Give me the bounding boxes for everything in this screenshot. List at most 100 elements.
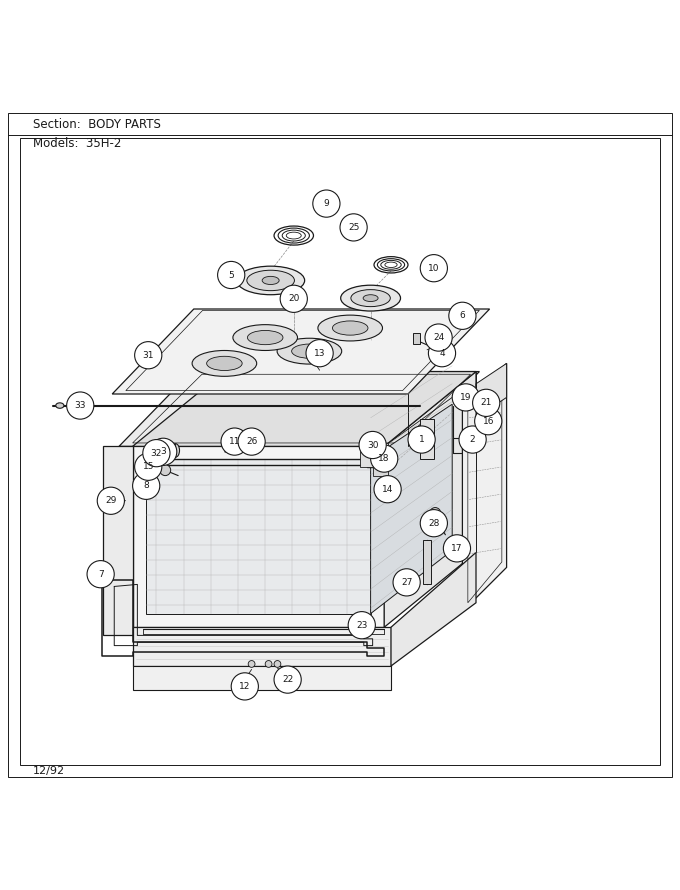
Text: 29: 29 xyxy=(105,497,116,506)
Polygon shape xyxy=(476,363,507,417)
Polygon shape xyxy=(146,458,371,613)
Circle shape xyxy=(274,660,281,668)
Polygon shape xyxy=(133,371,476,447)
Polygon shape xyxy=(119,371,479,447)
Circle shape xyxy=(150,438,177,465)
Circle shape xyxy=(313,190,340,217)
Text: Section:  BODY PARTS: Section: BODY PARTS xyxy=(33,117,160,131)
Bar xyxy=(373,443,388,475)
Ellipse shape xyxy=(233,325,298,351)
Text: 9: 9 xyxy=(324,199,329,208)
Circle shape xyxy=(359,432,386,458)
Circle shape xyxy=(449,303,476,329)
Circle shape xyxy=(135,453,162,481)
Text: 2: 2 xyxy=(470,435,475,444)
Circle shape xyxy=(374,475,401,503)
Ellipse shape xyxy=(351,289,390,307)
Circle shape xyxy=(348,611,375,639)
Ellipse shape xyxy=(248,330,283,344)
Text: 12/92: 12/92 xyxy=(33,766,65,776)
Circle shape xyxy=(430,507,441,519)
Circle shape xyxy=(87,561,114,587)
Ellipse shape xyxy=(247,271,294,291)
Text: 23: 23 xyxy=(356,620,367,630)
Text: 10: 10 xyxy=(428,263,439,272)
Text: 28: 28 xyxy=(428,519,439,528)
Text: 31: 31 xyxy=(143,351,154,360)
Text: 22: 22 xyxy=(282,676,293,684)
Circle shape xyxy=(160,465,171,475)
Circle shape xyxy=(231,673,258,700)
Polygon shape xyxy=(371,404,452,613)
Circle shape xyxy=(371,445,398,473)
Text: 5: 5 xyxy=(228,271,234,279)
Text: 33: 33 xyxy=(75,401,86,410)
Text: 26: 26 xyxy=(246,437,257,446)
Text: 18: 18 xyxy=(379,454,390,463)
Text: 20: 20 xyxy=(288,295,299,303)
Polygon shape xyxy=(391,553,476,666)
Ellipse shape xyxy=(56,403,64,409)
Circle shape xyxy=(420,510,447,537)
Ellipse shape xyxy=(318,315,382,341)
Circle shape xyxy=(221,428,248,455)
Ellipse shape xyxy=(363,295,378,302)
Bar xyxy=(360,447,373,466)
Text: 17: 17 xyxy=(452,544,462,553)
Circle shape xyxy=(340,214,367,241)
Circle shape xyxy=(274,666,301,693)
Circle shape xyxy=(248,660,255,668)
Text: 15: 15 xyxy=(143,462,154,472)
Polygon shape xyxy=(384,371,476,627)
Text: 14: 14 xyxy=(382,485,393,494)
Circle shape xyxy=(459,426,486,453)
Circle shape xyxy=(143,440,170,466)
Ellipse shape xyxy=(292,344,327,359)
Text: 24: 24 xyxy=(433,333,444,342)
Text: 16: 16 xyxy=(483,417,494,425)
Ellipse shape xyxy=(341,285,401,311)
Text: 32: 32 xyxy=(151,449,162,457)
Circle shape xyxy=(473,389,500,417)
Text: 27: 27 xyxy=(401,578,412,587)
Circle shape xyxy=(265,660,272,668)
Ellipse shape xyxy=(192,351,257,376)
Ellipse shape xyxy=(333,321,368,336)
Text: 6: 6 xyxy=(460,312,465,320)
Bar xyxy=(420,419,434,458)
Polygon shape xyxy=(462,363,507,611)
Polygon shape xyxy=(112,309,490,394)
Circle shape xyxy=(135,342,162,368)
Circle shape xyxy=(133,473,160,499)
Text: 21: 21 xyxy=(481,399,492,408)
Circle shape xyxy=(425,324,452,352)
Circle shape xyxy=(475,408,502,435)
Circle shape xyxy=(97,487,124,514)
Circle shape xyxy=(280,285,307,312)
Circle shape xyxy=(393,569,420,596)
Text: 12: 12 xyxy=(239,682,250,691)
Text: 30: 30 xyxy=(367,441,378,449)
Text: 11: 11 xyxy=(229,437,240,446)
Text: 8: 8 xyxy=(143,481,149,490)
Circle shape xyxy=(452,384,479,411)
Bar xyxy=(423,540,431,585)
Ellipse shape xyxy=(237,266,305,295)
Ellipse shape xyxy=(171,443,180,457)
Circle shape xyxy=(218,262,245,288)
Circle shape xyxy=(408,426,435,453)
Bar xyxy=(413,334,420,344)
Ellipse shape xyxy=(262,277,279,285)
Text: 13: 13 xyxy=(314,349,325,358)
Text: Models:  35H-2: Models: 35H-2 xyxy=(33,136,121,150)
Text: 19: 19 xyxy=(460,392,471,402)
Text: 3: 3 xyxy=(160,448,166,457)
Ellipse shape xyxy=(207,356,242,370)
Text: 7: 7 xyxy=(98,570,103,578)
Polygon shape xyxy=(103,447,133,635)
Text: 1: 1 xyxy=(419,435,424,444)
Text: 25: 25 xyxy=(348,222,359,232)
Circle shape xyxy=(306,340,333,367)
Circle shape xyxy=(238,428,265,455)
Circle shape xyxy=(420,255,447,282)
